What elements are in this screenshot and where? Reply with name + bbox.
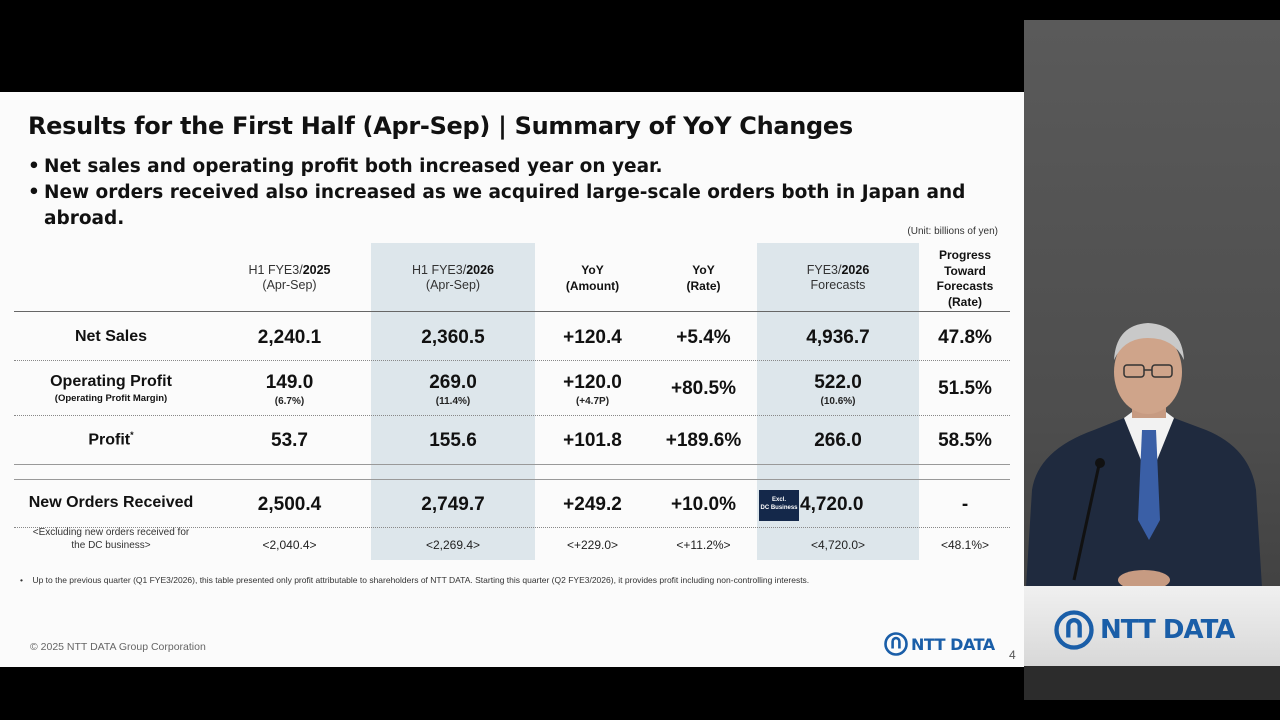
cell-value: +120.4 [563, 327, 622, 348]
row-label-excl-dc: <Excluding new orders received for the DC… [32, 527, 190, 551]
cell-value: 4,720.0 [800, 494, 864, 515]
row-label-net-sales: Net Sales [74, 328, 148, 345]
podium-base [1024, 666, 1280, 700]
cell-subvalue: (+4.7P) [575, 396, 610, 407]
cell-value: +101.8 [563, 430, 622, 451]
row-label-operating-profit: Operating Profit [50, 373, 172, 390]
cell-value: <4,720.0> [810, 538, 866, 552]
cell-value: +120.0 [563, 372, 622, 393]
cell-value: 522.0 [814, 372, 862, 393]
header-h1-2025: H1 FYE3/2025 (Apr-Sep) [248, 263, 331, 292]
bullet-list: Net sales and operating profit both incr… [28, 154, 988, 232]
section-rule [14, 479, 1010, 480]
cell-value: <2,269.4> [425, 538, 481, 552]
section-rule [14, 464, 1010, 465]
header-yoy-rate: YoY (Rate) [686, 263, 721, 293]
footnote: • Up to the previous quarter (Q1 FYE3/20… [20, 575, 810, 585]
cell-value: 155.6 [429, 430, 477, 451]
copyright: © 2025 NTT DATA Group Corporation [30, 641, 206, 653]
cell-value: 47.8% [938, 327, 992, 348]
row-label-new-orders: New Orders Received [28, 494, 194, 511]
header-yoy-amount: YoY (Amount) [565, 263, 620, 293]
cell-value: +189.6% [665, 430, 742, 451]
cell-value: 53.7 [271, 430, 308, 451]
cell-subvalue: (10.6%) [820, 396, 856, 407]
slide-title: Results for the First Half (Apr-Sep) | S… [28, 112, 853, 140]
cell-value: <+11.2%> [676, 538, 731, 552]
cell-value: 2,500.4 [257, 494, 322, 515]
bullet-item: New orders received also increased as we… [28, 180, 988, 232]
cell-value: 269.0 [429, 372, 477, 393]
cell-subvalue: (11.4%) [435, 396, 471, 407]
cell-value: 58.5% [938, 430, 992, 451]
header-rule [14, 311, 1010, 312]
unit-note: (Unit: billions of yen) [907, 226, 998, 237]
row-label-profit: Profit* [88, 430, 134, 449]
cell-value: 4,936.7 [806, 327, 870, 348]
cell-value: +80.5% [671, 378, 736, 399]
row-divider [14, 527, 1010, 528]
cell-value: +249.2 [563, 494, 622, 515]
header-progress: Progress Toward Forecasts (Rate) [936, 248, 994, 309]
cell-value: 51.5% [938, 378, 992, 399]
header-forecast: FYE3/2026 Forecasts [806, 263, 870, 292]
bullet-item: Net sales and operating profit both incr… [28, 154, 988, 180]
excl-dc-business-badge: Excl. DC Business [759, 490, 799, 521]
cell-value: <+229.0> [566, 538, 619, 552]
footnote-mark: * [130, 430, 134, 440]
cell-value: 266.0 [814, 430, 862, 451]
cell-value: <48.1%> [940, 538, 990, 552]
page-number: 4 [1009, 648, 1016, 662]
cell-value: 2,749.7 [421, 494, 485, 515]
speaker-image [1024, 323, 1264, 620]
cell-value: +10.0% [671, 494, 736, 515]
cell-value: <2,040.4> [262, 538, 317, 552]
h1-2026-column-shade [371, 243, 535, 560]
presentation-slide: Results for the First Half (Apr-Sep) | S… [0, 92, 1024, 667]
row-divider [14, 360, 1010, 361]
header-h1-2026: H1 FYE3/2026 (Apr-Sep) [412, 263, 494, 292]
cell-value: 2,360.5 [421, 327, 485, 348]
cell-subvalue: (6.7%) [274, 396, 305, 407]
cell-value: 2,240.1 [257, 327, 322, 348]
speaker-video-panel: NTT DATA [1024, 20, 1280, 700]
cell-value: 149.0 [265, 372, 314, 393]
ntt-data-logo: NTT DATA [884, 632, 995, 656]
ntt-data-logo-icon [884, 632, 908, 656]
row-divider [14, 415, 1010, 416]
podium-logo: NTT DATA [1054, 610, 1235, 650]
row-sublabel: (Operating Profit Margin) [54, 393, 168, 404]
cell-value: +5.4% [676, 327, 731, 348]
cell-value: - [961, 494, 969, 515]
ntt-data-logo-icon [1054, 610, 1094, 650]
